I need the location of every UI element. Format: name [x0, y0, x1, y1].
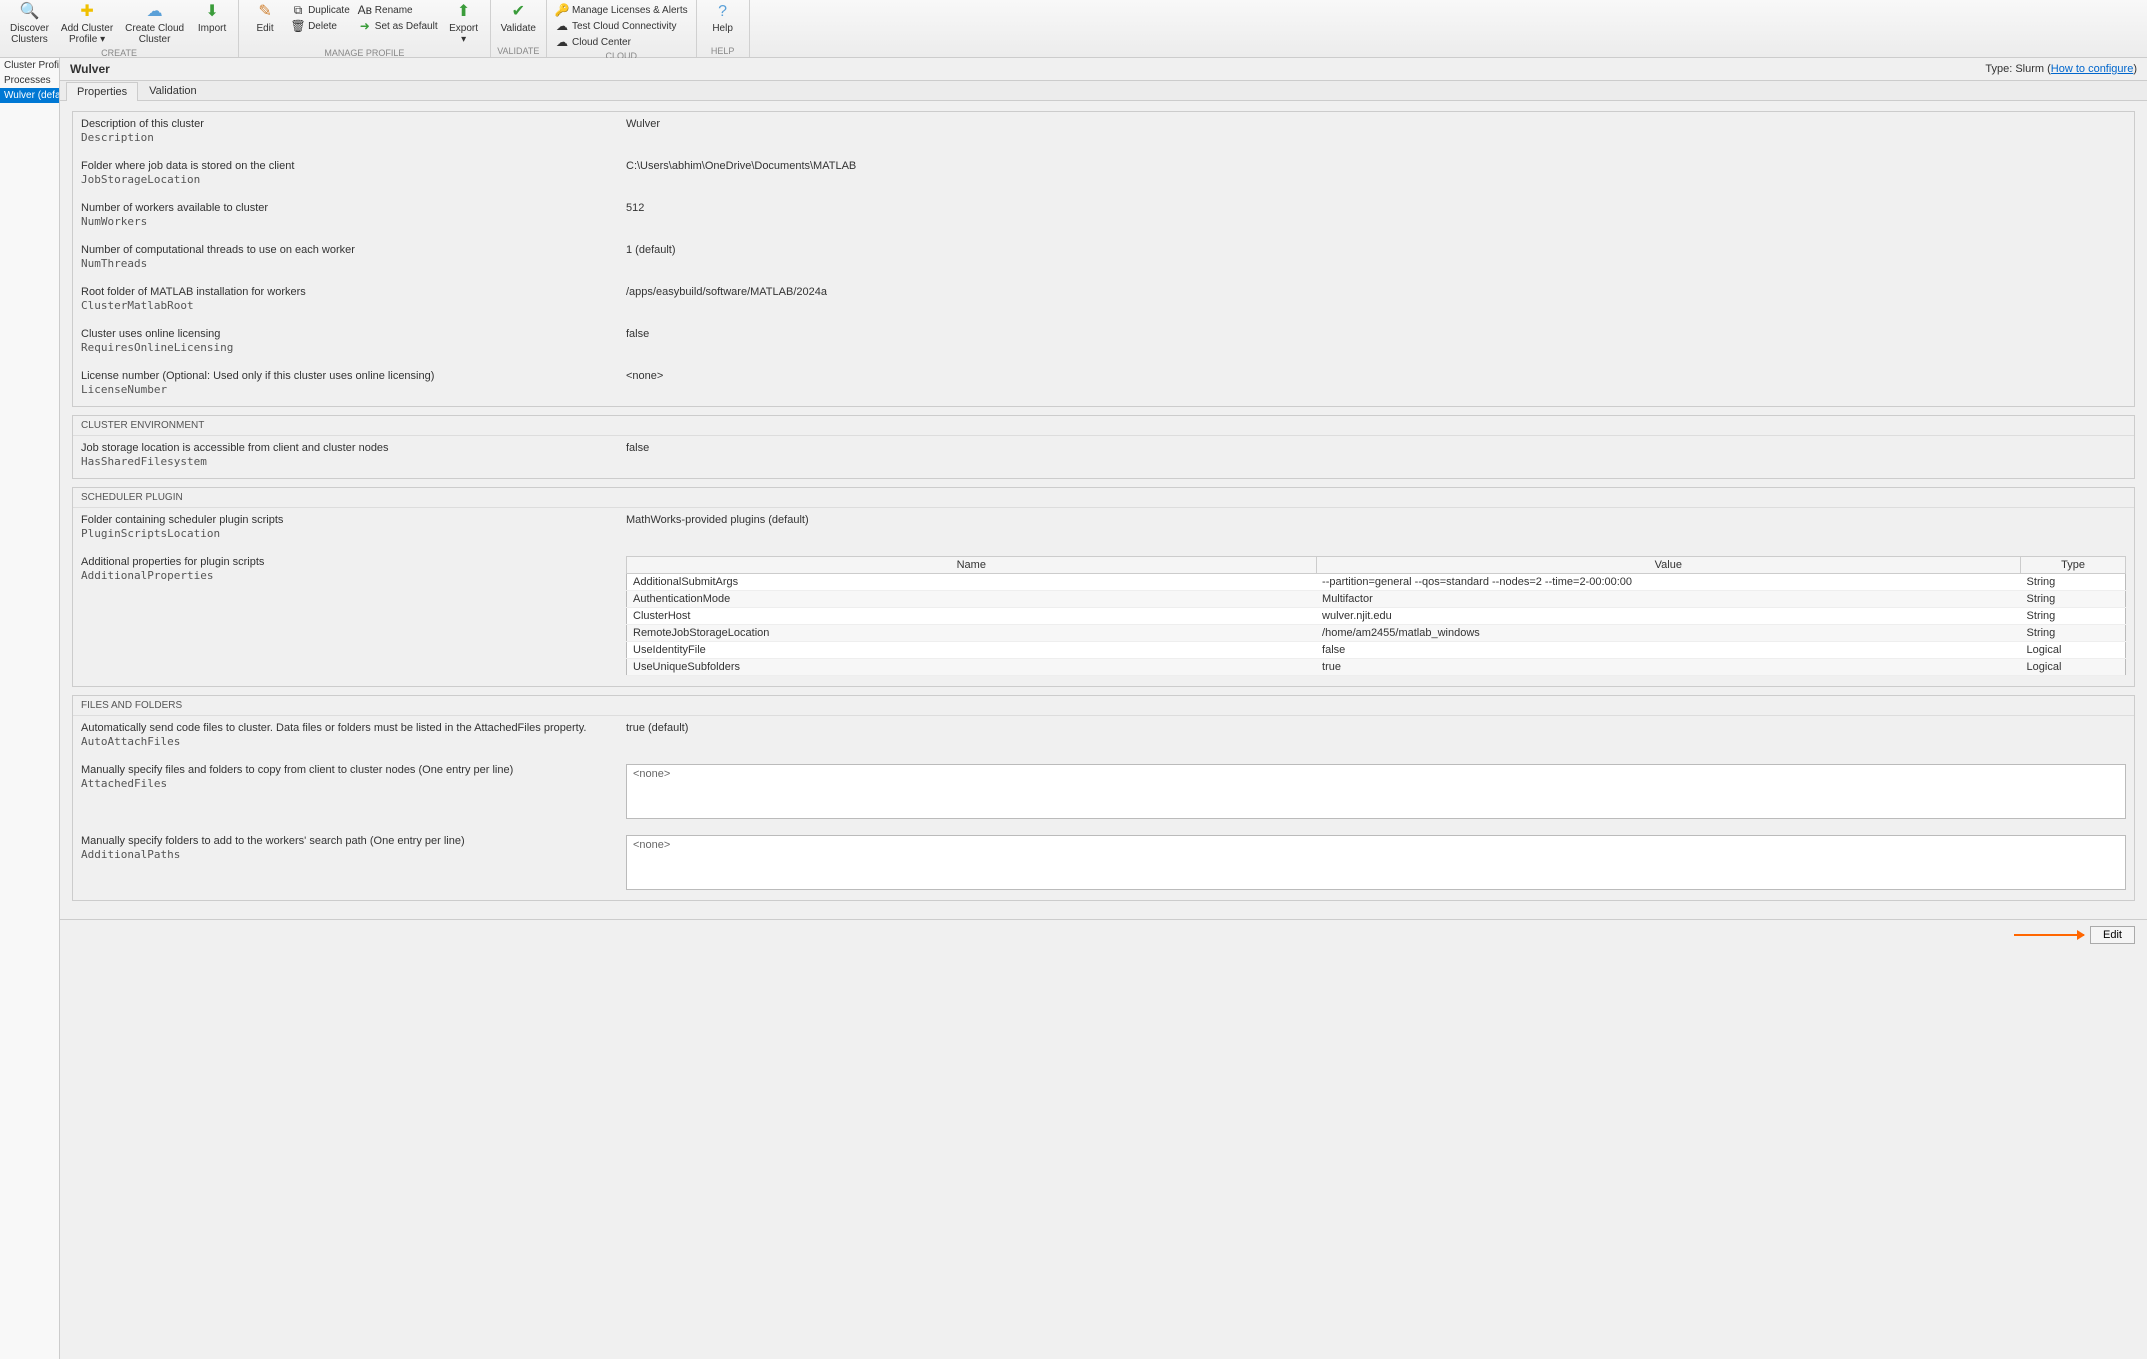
sidebar-item-processes[interactable]: Processes — [0, 73, 59, 88]
test-cloud-button[interactable]: ☁Test Cloud Connectivity — [551, 18, 692, 34]
section-header-sched: SCHEDULER PLUGIN — [73, 488, 2134, 508]
sidebar-item-cluster-profile[interactable]: Cluster Profile — [0, 58, 59, 73]
col-name: Name — [627, 557, 1317, 574]
arrow-right-icon: ➜ — [358, 19, 372, 33]
toolbar-group-validate: ✔Validate VALIDATE — [491, 0, 547, 57]
duplicate-button[interactable]: ⧉Duplicate — [287, 2, 354, 18]
import-button[interactable]: ⬇Import — [190, 0, 234, 36]
discover-clusters-button[interactable]: 🔍DiscoverClusters — [4, 0, 55, 47]
value-autoattach: true (default) — [626, 722, 2126, 748]
validate-button[interactable]: ✔Validate — [495, 0, 542, 36]
additional-properties-table: Name Value Type AdditionalSubmitArgs--pa… — [626, 556, 2126, 676]
col-value: Value — [1316, 557, 2021, 574]
group-label-validate: VALIDATE — [495, 45, 542, 57]
section-files: FILES AND FOLDERS Automatically send cod… — [72, 695, 2135, 901]
toolbar-group-manage: ✎Edit ⧉Duplicate 🗑Delete АʙRename ➜Set a… — [239, 0, 491, 57]
value-sharedfs: false — [626, 442, 2126, 468]
sidebar: Cluster Profile Processes Wulver (defaul… — [0, 58, 60, 1359]
table-row: AuthenticationModeMultifactorString — [627, 591, 2126, 608]
pencil-icon: ✎ — [255, 2, 275, 22]
main-area: Cluster Profile Processes Wulver (defaul… — [0, 58, 2147, 1359]
toolbar-ribbon: 🔍DiscoverClusters ✚Add ClusterProfile ▾ … — [0, 0, 2147, 58]
create-cloud-cluster-button[interactable]: ☁Create CloudCluster — [119, 0, 190, 47]
attached-files-box: <none> — [626, 764, 2126, 819]
section-main: Description of this clusterDescriptionWu… — [72, 111, 2135, 407]
tab-validation[interactable]: Validation — [138, 81, 208, 100]
annotation-arrow — [2014, 934, 2084, 936]
how-to-configure-link[interactable]: How to configure — [2051, 63, 2134, 75]
help-button[interactable]: ?Help — [701, 0, 745, 36]
value-description: Wulver — [626, 118, 2126, 144]
cloud-icon: ☁ — [145, 2, 165, 22]
toolbar-group-help: ?Help HELP — [697, 0, 750, 57]
edit-profile-button[interactable]: Edit — [2090, 926, 2135, 944]
cluster-type: Type: Slurm (How to configure) — [1985, 63, 2137, 75]
magnifier-icon: 🔍 — [19, 2, 39, 22]
duplicate-icon: ⧉ — [291, 3, 305, 17]
value-numthreads: 1 (default) — [626, 244, 2126, 270]
properties-panel: Description of this clusterDescriptionWu… — [60, 101, 2147, 919]
trash-icon: 🗑 — [291, 19, 305, 33]
section-scheduler: SCHEDULER PLUGIN Folder containing sched… — [72, 487, 2135, 687]
rename-button[interactable]: АʙRename — [354, 2, 442, 18]
additional-paths-box: <none> — [626, 835, 2126, 890]
value-matlabroot: /apps/easybuild/software/MATLAB/2024a — [626, 286, 2126, 312]
tab-properties[interactable]: Properties — [66, 82, 138, 101]
cloud-center-button[interactable]: ☁Cloud Center — [551, 34, 692, 50]
export-button[interactable]: ⬆Export▾ — [442, 0, 486, 47]
table-row: ClusterHostwulver.njit.eduString — [627, 608, 2126, 625]
cloud-test-icon: ☁ — [555, 19, 569, 33]
plus-icon: ✚ — [77, 2, 97, 22]
manage-licenses-button[interactable]: 🔑Manage Licenses & Alerts — [551, 2, 692, 18]
section-header-env: CLUSTER ENVIRONMENT — [73, 416, 2134, 436]
value-plugin: MathWorks-provided plugins (default) — [626, 514, 2126, 540]
group-label-help: HELP — [701, 45, 745, 57]
edit-button[interactable]: ✎Edit — [243, 0, 287, 36]
table-row: UseIdentityFilefalseLogical — [627, 642, 2126, 659]
cloud-center-icon: ☁ — [555, 35, 569, 49]
section-header-files: FILES AND FOLDERS — [73, 696, 2134, 716]
value-jobstorage: C:\Users\abhim\OneDrive\Documents\MATLAB — [626, 160, 2126, 186]
cluster-title: Wulver — [70, 62, 110, 76]
toolbar-group-cloud: 🔑Manage Licenses & Alerts ☁Test Cloud Co… — [547, 0, 697, 57]
section-cluster-env: CLUSTER ENVIRONMENT Job storage location… — [72, 415, 2135, 479]
rename-icon: Аʙ — [358, 3, 372, 17]
table-row: AdditionalSubmitArgs--partition=general … — [627, 574, 2126, 591]
toolbar-group-create: 🔍DiscoverClusters ✚Add ClusterProfile ▾ … — [0, 0, 239, 57]
license-icon: 🔑 — [555, 3, 569, 17]
help-icon: ? — [713, 2, 733, 22]
content-header: Wulver Type: Slurm (How to configure) — [60, 58, 2147, 81]
delete-button[interactable]: 🗑Delete — [287, 18, 354, 34]
set-default-button[interactable]: ➜Set as Default — [354, 18, 442, 34]
check-icon: ✔ — [508, 2, 528, 22]
tabs: Properties Validation — [60, 81, 2147, 101]
col-type: Type — [2021, 557, 2126, 574]
value-license: <none> — [626, 370, 2126, 396]
footer: Edit — [60, 919, 2147, 950]
content-panel: Wulver Type: Slurm (How to configure) Pr… — [60, 58, 2147, 1359]
export-icon: ⬆ — [454, 2, 474, 22]
value-online: false — [626, 328, 2126, 354]
add-cluster-profile-button[interactable]: ✚Add ClusterProfile ▾ — [55, 0, 119, 47]
table-row: UseUniqueSubfolderstrueLogical — [627, 659, 2126, 676]
value-numworkers: 512 — [626, 202, 2126, 228]
import-icon: ⬇ — [202, 2, 222, 22]
sidebar-item-wulver[interactable]: Wulver (default) — [0, 88, 59, 103]
table-row: RemoteJobStorageLocation/home/am2455/mat… — [627, 625, 2126, 642]
